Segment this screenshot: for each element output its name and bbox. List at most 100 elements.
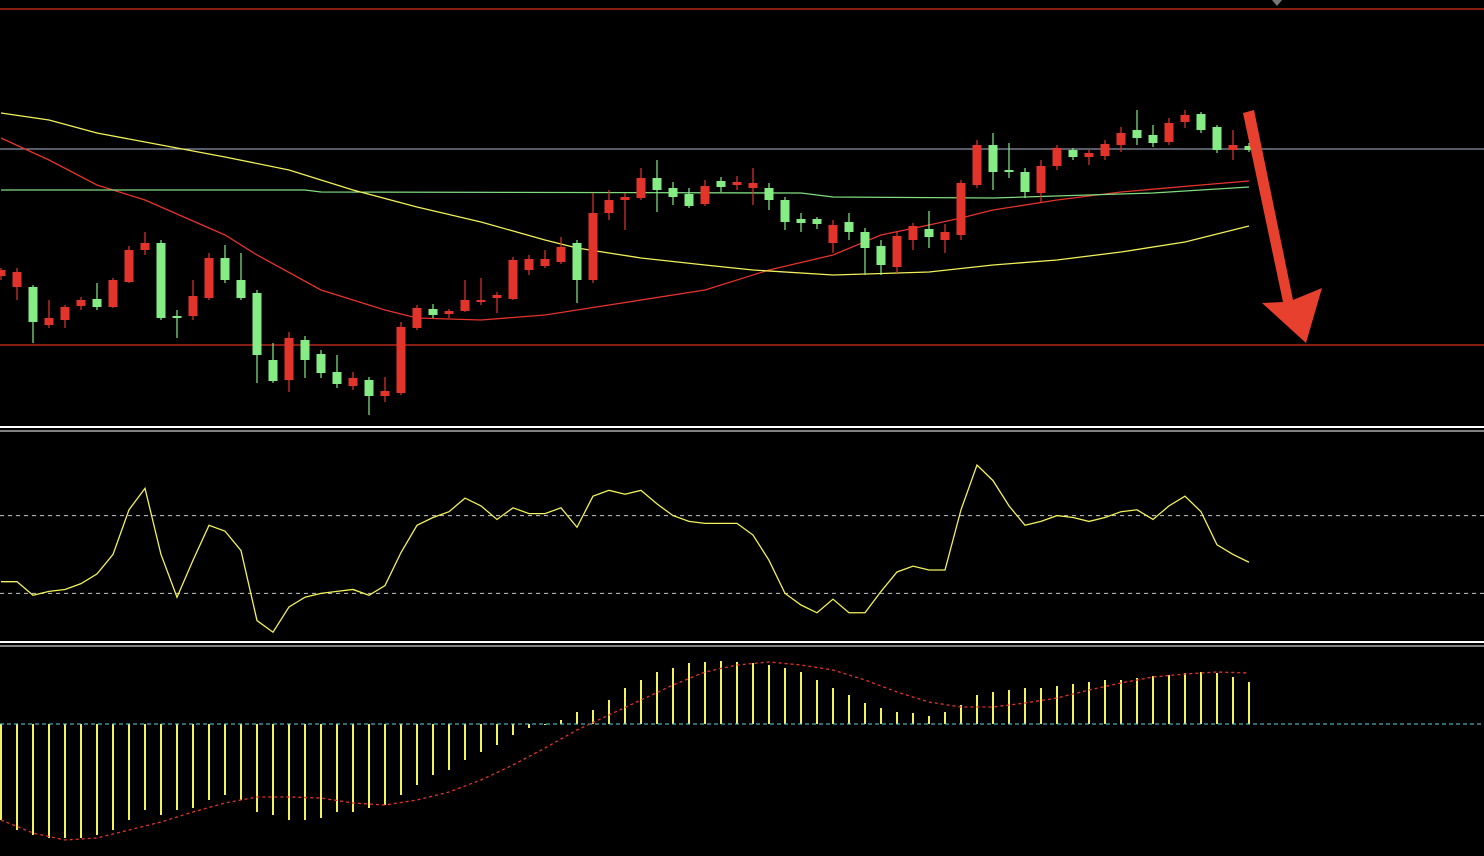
candle-body — [508, 260, 518, 299]
candle-body — [988, 145, 998, 172]
histogram-bar — [544, 724, 546, 725]
candle-body — [764, 188, 774, 200]
candle-body — [268, 360, 278, 381]
candle-body — [972, 145, 982, 185]
candle-body — [204, 258, 214, 298]
histogram-bar — [464, 724, 466, 760]
candle-body — [492, 295, 502, 298]
candle-body — [796, 219, 806, 223]
histogram-bar — [896, 712, 898, 724]
candle-body — [476, 300, 486, 302]
candle-body — [92, 299, 102, 307]
histogram-bar — [448, 724, 450, 770]
candle-body — [380, 391, 390, 396]
candle-body — [828, 225, 838, 243]
moving-average-line — [1, 186, 1250, 199]
histogram-bar — [816, 680, 818, 724]
candle-body — [556, 247, 566, 262]
histogram-bar — [1056, 686, 1058, 724]
histogram-bar — [592, 710, 594, 724]
histogram-bar — [128, 724, 130, 820]
histogram-bar — [800, 672, 802, 724]
candle-body — [540, 259, 550, 266]
candle-body — [76, 300, 86, 306]
histogram-bar — [192, 724, 194, 808]
histogram-bar — [576, 712, 578, 724]
candle-body — [700, 186, 710, 204]
candle-body — [780, 200, 790, 222]
histogram-bar — [992, 692, 994, 724]
histogram-bar — [624, 688, 626, 724]
arrow — [1243, 110, 1322, 343]
candle-body — [444, 311, 454, 314]
histogram-bar — [880, 708, 882, 724]
candle-body — [908, 226, 918, 240]
histogram-bar — [176, 724, 178, 810]
histogram-bar — [704, 662, 706, 724]
indicator-line — [1, 463, 1250, 634]
histogram-bar — [912, 713, 914, 724]
candle-body — [412, 308, 422, 328]
candle-body — [1164, 123, 1174, 142]
candle-body — [108, 280, 118, 307]
candle-body — [316, 354, 326, 373]
candle-body — [748, 183, 758, 188]
candle-body — [732, 182, 742, 185]
candle-body — [1100, 144, 1110, 156]
candle-body — [332, 372, 342, 384]
candle-body — [428, 309, 438, 315]
candle-body — [1116, 133, 1126, 145]
histogram-bar — [512, 724, 514, 735]
candle-body — [588, 213, 598, 280]
histogram-bar — [1072, 684, 1074, 724]
histogram-bar — [928, 716, 930, 724]
candle-body — [364, 380, 374, 396]
histogram-bar — [736, 662, 738, 724]
histogram-bar — [688, 663, 690, 724]
candle-body — [684, 194, 694, 206]
candle-body — [396, 327, 406, 393]
histogram-bar — [208, 724, 210, 800]
histogram-bar — [480, 724, 482, 752]
candle-body — [140, 243, 150, 250]
candle-body — [668, 188, 678, 197]
histogram-bar — [384, 724, 386, 805]
histogram-bar — [1232, 677, 1234, 724]
histogram-bar — [224, 724, 226, 795]
histogram-bar — [976, 695, 978, 724]
histogram-bar — [400, 724, 402, 795]
moving-average-line — [0, 137, 1250, 321]
candle-body — [156, 243, 166, 318]
histogram-bar — [432, 724, 434, 775]
histogram-bar — [672, 668, 674, 724]
candle-body — [892, 236, 902, 267]
scroll-marker — [1272, 0, 1282, 6]
candle-body — [876, 246, 886, 265]
histogram-bar — [1248, 682, 1250, 724]
candle-body — [924, 229, 934, 237]
histogram-bar — [16, 724, 18, 830]
histogram-bar — [64, 724, 66, 838]
candle-body — [1212, 127, 1222, 150]
histogram-bar — [80, 724, 82, 838]
histogram-bar — [960, 705, 962, 724]
candle-body — [1180, 115, 1190, 122]
candle-body — [572, 243, 582, 280]
candle-body — [220, 258, 230, 280]
candle-body — [636, 178, 646, 198]
candle-body — [1196, 114, 1206, 130]
candle-body — [60, 307, 70, 320]
histogram-bar — [368, 724, 370, 808]
candle-body — [524, 259, 534, 270]
histogram-bar — [1216, 673, 1218, 724]
candle-body — [1228, 145, 1238, 150]
histogram-bar — [32, 724, 34, 835]
candle-body — [188, 296, 198, 316]
candle-body — [860, 232, 870, 248]
histogram-bar — [336, 724, 338, 812]
histogram-bar — [1088, 682, 1090, 724]
histogram-bar — [784, 668, 786, 724]
candle-body — [1084, 153, 1094, 157]
candle-body — [1068, 150, 1078, 157]
